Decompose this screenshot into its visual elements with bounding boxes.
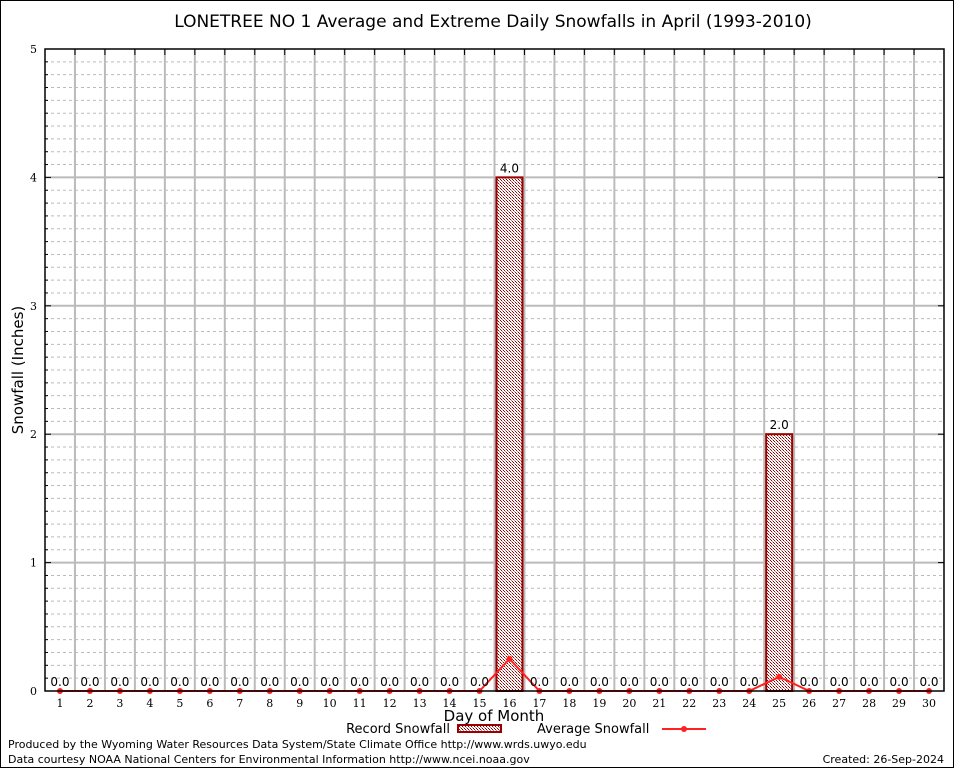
bar-value-label: 0.0 [620, 675, 639, 689]
bar-value-label: 0.0 [470, 675, 489, 689]
bar-value-label: 0.0 [410, 675, 429, 689]
bar-value-label: 0.0 [800, 675, 819, 689]
legend: Record Snowfall Average Snowfall [346, 722, 706, 737]
x-axis-label: Day of Month [444, 707, 545, 725]
x-tick-label: 5 [176, 697, 183, 710]
x-tick-label: 4 [146, 697, 153, 710]
x-tick-label: 3 [116, 697, 123, 710]
x-tick-label: 18 [562, 697, 576, 710]
record-bar [495, 176, 524, 692]
x-tick-label: 2 [86, 697, 93, 710]
bar-value-label: 0.0 [350, 675, 369, 689]
bar-value-label: 0.0 [80, 675, 99, 689]
x-tick-label: 1 [56, 697, 63, 710]
footer-courtesy: Data courtesy NOAA National Centers for … [8, 753, 530, 766]
bar-value-label: 0.0 [320, 675, 339, 689]
y-tick-label: 3 [30, 300, 37, 313]
bar-value-label: 0.0 [650, 675, 669, 689]
bar-value-label: 0.0 [560, 675, 579, 689]
bar-value-label: 0.0 [170, 675, 189, 689]
bar-value-label: 0.0 [710, 675, 729, 689]
x-tick-label: 12 [383, 697, 397, 710]
footer-produced: Produced by the Wyoming Water Resources … [8, 738, 587, 751]
legend-average-label: Average Snowfall [537, 722, 649, 737]
footer-created: Created: 26-Sep-2024 [823, 753, 944, 766]
x-tick-label: 29 [892, 697, 906, 710]
x-tick-label: 15 [473, 697, 487, 710]
bar-value-label: 2.0 [770, 418, 789, 432]
x-tick-label: 23 [712, 697, 726, 710]
x-tick-label: 7 [236, 697, 243, 710]
bar-value-label: 0.0 [590, 675, 609, 689]
x-tick-label: 10 [323, 697, 337, 710]
average-point [506, 655, 513, 662]
x-tick-label: 9 [296, 697, 303, 710]
x-tick-label: 16 [502, 697, 516, 710]
x-tick-label: 6 [206, 697, 213, 710]
chart-title: LONETREE NO 1 Average and Extreme Daily … [174, 12, 812, 32]
legend-record-swatch [457, 724, 502, 733]
x-tick-label: 17 [532, 697, 546, 710]
bar-value-label: 0.0 [890, 675, 909, 689]
bar-value-label: 0.0 [740, 675, 759, 689]
x-tick-label: 27 [832, 697, 846, 710]
x-tick-label: 26 [802, 697, 816, 710]
y-tick-label: 4 [30, 171, 37, 184]
bar-value-label: 0.0 [110, 675, 129, 689]
legend-average-marker [681, 726, 687, 732]
x-tick-label: 30 [922, 697, 936, 710]
bar-value-label: 0.0 [919, 675, 938, 689]
legend-record-label: Record Snowfall [346, 722, 450, 737]
x-tick-label: 13 [413, 697, 427, 710]
x-tick-label: 25 [772, 697, 786, 710]
y-tick-label: 2 [30, 428, 37, 441]
bar-value-label: 0.0 [230, 675, 249, 689]
x-tick-label: 22 [682, 697, 696, 710]
bar-value-label: 0.0 [830, 675, 849, 689]
x-tick-label: 28 [862, 697, 876, 710]
bar-value-label: 0.0 [50, 675, 69, 689]
y-tick-label: 0 [30, 685, 37, 698]
bar-value-label: 0.0 [440, 675, 459, 689]
bar-value-label: 0.0 [290, 675, 309, 689]
bar-value-label: 0.0 [860, 675, 879, 689]
bar-value-label: 4.0 [500, 161, 519, 175]
bar-value-label: 0.0 [200, 675, 219, 689]
bar-value-label: 0.0 [140, 675, 159, 689]
x-tick-label: 14 [443, 697, 457, 710]
average-point [776, 673, 783, 680]
bar-value-label: 0.0 [680, 675, 699, 689]
record-bar [765, 433, 794, 692]
y-tick-label: 1 [30, 557, 37, 570]
y-tick-label: 5 [30, 43, 37, 56]
x-tick-label: 20 [622, 697, 636, 710]
x-tick-label: 8 [266, 697, 273, 710]
bar-value-label: 0.0 [260, 675, 279, 689]
x-tick-label: 11 [353, 697, 367, 710]
y-axis-label: Snowfall (Inches) [9, 306, 27, 434]
x-tick-label: 24 [742, 697, 756, 710]
bar-value-label: 0.0 [530, 675, 549, 689]
bar-value-label: 0.0 [380, 675, 399, 689]
x-tick-label: 21 [652, 697, 666, 710]
x-tick-label: 19 [592, 697, 606, 710]
